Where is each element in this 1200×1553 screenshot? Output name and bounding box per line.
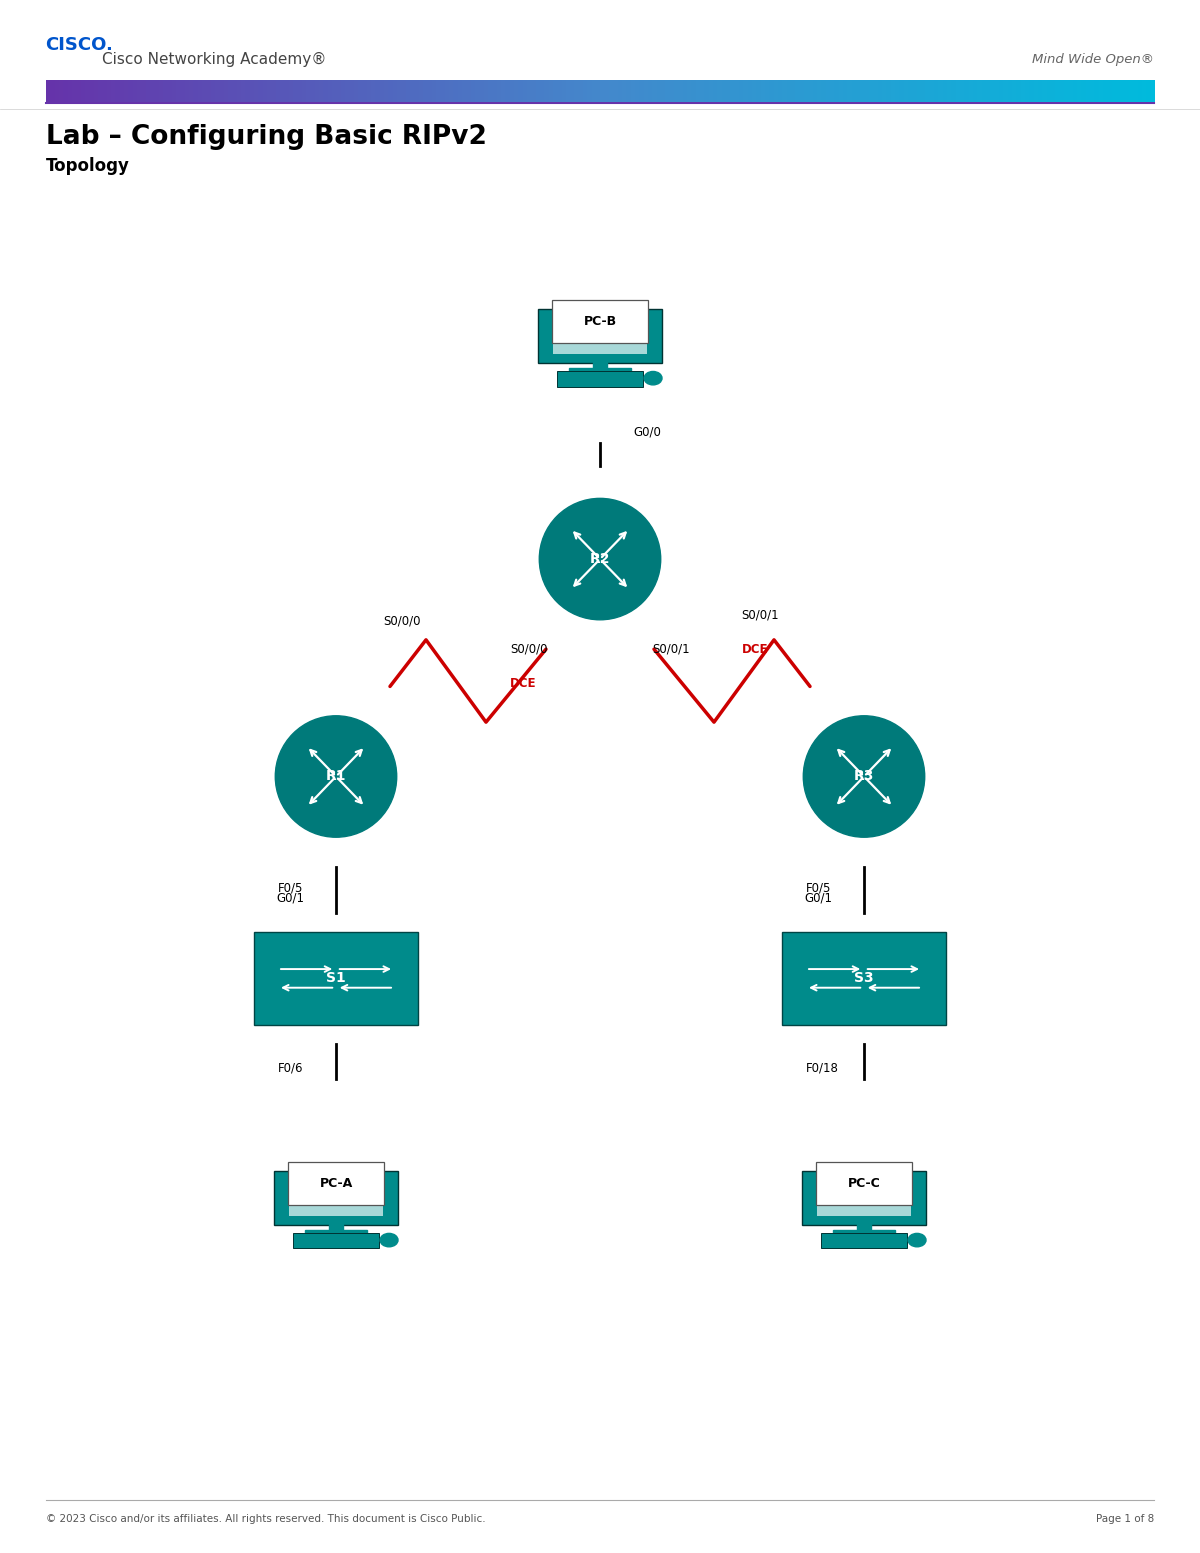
FancyBboxPatch shape xyxy=(816,1162,912,1205)
Ellipse shape xyxy=(380,1233,398,1247)
Text: F0/6: F0/6 xyxy=(277,1062,304,1075)
Text: CISCO.: CISCO. xyxy=(46,36,114,54)
FancyBboxPatch shape xyxy=(274,1171,398,1225)
FancyBboxPatch shape xyxy=(553,317,647,354)
Text: G0/1: G0/1 xyxy=(276,891,305,904)
Ellipse shape xyxy=(644,371,662,385)
Text: R3: R3 xyxy=(854,769,874,784)
FancyBboxPatch shape xyxy=(821,1233,907,1249)
Bar xyxy=(569,368,631,373)
Text: S0/0/0: S0/0/0 xyxy=(510,643,547,655)
FancyBboxPatch shape xyxy=(817,1179,911,1216)
FancyBboxPatch shape xyxy=(802,1171,926,1225)
Bar xyxy=(594,359,606,370)
Text: © 2023 Cisco and/or its affiliates. All rights reserved. This document is Cisco : © 2023 Cisco and/or its affiliates. All … xyxy=(46,1514,485,1523)
Text: DCE: DCE xyxy=(510,677,536,690)
Text: R1: R1 xyxy=(325,769,347,784)
Text: G0/1: G0/1 xyxy=(804,891,833,904)
Text: G0/0: G0/0 xyxy=(634,426,661,438)
FancyBboxPatch shape xyxy=(289,1179,383,1216)
Text: Mind Wide Open®: Mind Wide Open® xyxy=(1032,53,1154,65)
FancyBboxPatch shape xyxy=(552,300,648,343)
Text: S0/0/0: S0/0/0 xyxy=(383,615,421,627)
Text: Lab – Configuring Basic RIPv2: Lab – Configuring Basic RIPv2 xyxy=(46,124,486,149)
Ellipse shape xyxy=(803,716,925,837)
Text: S1: S1 xyxy=(326,971,346,986)
FancyBboxPatch shape xyxy=(782,932,946,1025)
Text: Page 1 of 8: Page 1 of 8 xyxy=(1096,1514,1154,1523)
Bar xyxy=(305,1230,367,1235)
Text: F0/18: F0/18 xyxy=(805,1062,839,1075)
FancyBboxPatch shape xyxy=(288,1162,384,1205)
Text: F0/5: F0/5 xyxy=(805,882,832,895)
Text: DCE: DCE xyxy=(742,643,768,655)
Text: PC-C: PC-C xyxy=(847,1177,881,1190)
Text: S3: S3 xyxy=(854,971,874,986)
Text: PC-A: PC-A xyxy=(319,1177,353,1190)
Text: R2: R2 xyxy=(589,551,611,567)
Text: Topology: Topology xyxy=(46,157,130,175)
Text: S0/0/1: S0/0/1 xyxy=(742,609,779,621)
FancyBboxPatch shape xyxy=(538,309,662,363)
Ellipse shape xyxy=(908,1233,926,1247)
Bar xyxy=(858,1221,870,1232)
Ellipse shape xyxy=(539,499,661,620)
FancyBboxPatch shape xyxy=(293,1233,379,1249)
FancyBboxPatch shape xyxy=(254,932,418,1025)
FancyBboxPatch shape xyxy=(557,371,643,387)
Text: S0/0/1: S0/0/1 xyxy=(653,643,690,655)
Bar xyxy=(833,1230,895,1235)
Text: PC-B: PC-B xyxy=(583,315,617,328)
Text: Cisco Networking Academy®: Cisco Networking Academy® xyxy=(102,51,326,67)
Bar xyxy=(330,1221,342,1232)
Text: F0/5: F0/5 xyxy=(277,882,304,895)
Ellipse shape xyxy=(275,716,397,837)
